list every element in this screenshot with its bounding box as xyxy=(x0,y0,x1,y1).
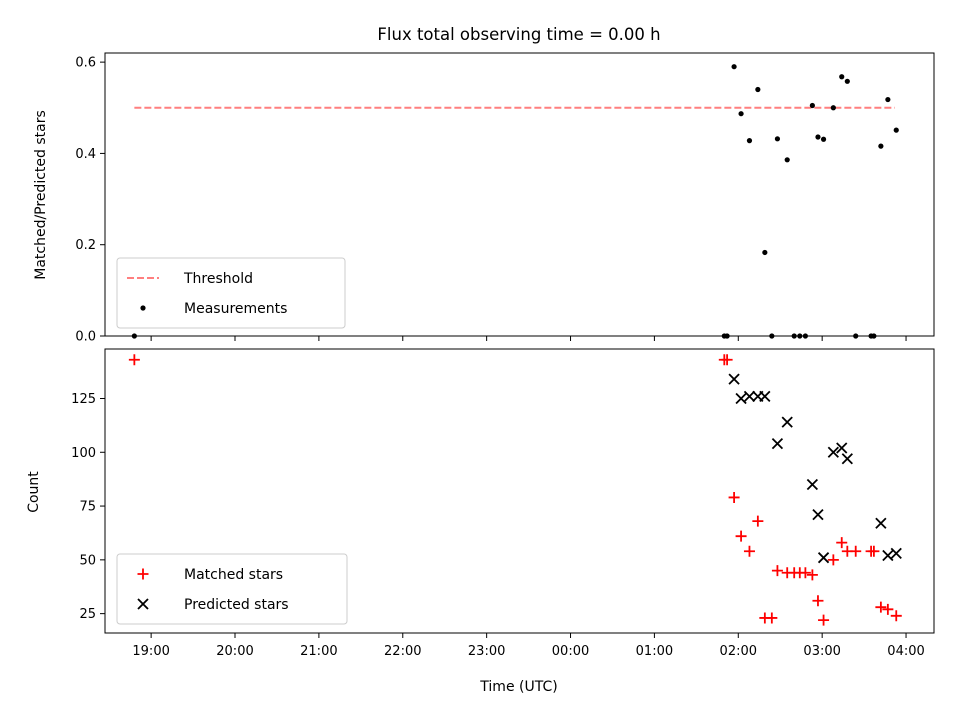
bottom-x-tick-label: 03:00 xyxy=(803,644,840,659)
matched-star-point xyxy=(812,595,824,607)
top-y-axis-label: Matched/Predicted stars xyxy=(33,110,49,280)
predicted-star-point xyxy=(735,392,747,405)
bottom-x-tick-label: 01:00 xyxy=(636,644,673,659)
predicted-star-point xyxy=(827,446,839,458)
matched-star-point xyxy=(735,530,747,542)
bottom-x-tick-label: 21:00 xyxy=(300,644,337,659)
bottom-y-tick-label: 25 xyxy=(79,607,96,622)
bottom-x-tick-label: 00:00 xyxy=(552,644,589,659)
matched-star-point xyxy=(890,610,902,622)
measurement-point xyxy=(830,105,836,111)
bottom-legend xyxy=(116,553,348,625)
matched-star-point xyxy=(128,354,140,366)
bottom-y-tick-label: 75 xyxy=(79,500,96,515)
bottom-plot-frame xyxy=(104,348,935,634)
measurement-point xyxy=(844,78,850,84)
legend-marker-cross xyxy=(137,598,149,610)
predicted-star-point xyxy=(806,478,819,491)
predicted-star-point xyxy=(781,416,793,428)
matched-star-point xyxy=(882,603,894,615)
top-y-tick-label: 0.4 xyxy=(75,147,96,162)
matched-star-point xyxy=(728,491,740,503)
predicted-star-point xyxy=(836,442,848,454)
bottom-y-axis-label: Count xyxy=(26,471,42,513)
bottom-x-tick-label: 19:00 xyxy=(132,644,169,659)
bottom-x-tick-label: 20:00 xyxy=(216,644,253,659)
matched-star-point xyxy=(799,567,811,579)
legend-label: Predicted stars xyxy=(184,597,289,613)
top-panel: 0.0 0.2 0.4 0.6 Threshold Measurements xyxy=(75,52,935,345)
predicted-star-point xyxy=(812,509,824,521)
measurement-point xyxy=(784,157,790,163)
measurement-point xyxy=(762,249,768,256)
matched-star-point xyxy=(721,354,733,366)
predicted-star-point xyxy=(841,453,853,465)
matched-star-point xyxy=(818,614,830,626)
measurement-point xyxy=(738,111,744,117)
legend-label: Measurements xyxy=(184,301,287,317)
measurement-point xyxy=(746,138,753,144)
bottom-x-tick-label: 23:00 xyxy=(468,644,505,659)
predicted-star-point xyxy=(728,373,740,385)
measurement-point xyxy=(774,136,781,142)
bottom-y-tick-label: 50 xyxy=(79,553,96,568)
matched-star-point xyxy=(771,565,783,577)
legend-label: Threshold xyxy=(183,271,253,287)
predicted-star-point xyxy=(743,390,756,402)
matched-star-point xyxy=(827,554,839,566)
matched-star-point xyxy=(752,515,764,527)
bottom-x-tick-label: 22:00 xyxy=(384,644,421,659)
matched-star-point xyxy=(875,601,887,613)
measurement-point xyxy=(731,64,737,70)
bottom-panel: 25 50 75 100 125 19:00 20:00 21:00 22:00 23:00 00:… xyxy=(71,348,935,659)
measurement-point xyxy=(885,96,891,103)
legend-marker-dot xyxy=(140,305,146,311)
bottom-x-tick-label: 02:00 xyxy=(720,644,757,659)
predicted-star-point xyxy=(817,552,830,564)
chart-title: Flux total observing time = 0.00 h xyxy=(377,25,660,44)
predicted-star-point xyxy=(875,517,887,529)
matched-star-point xyxy=(836,537,848,549)
measurement-point xyxy=(809,102,815,109)
predicted-star-point xyxy=(882,549,894,562)
measurement-point xyxy=(820,136,827,142)
top-y-tick-label: 0.2 xyxy=(75,238,96,253)
predicted-star-point xyxy=(771,438,784,450)
matched-star-point xyxy=(806,569,818,581)
matched-star-point xyxy=(743,545,755,557)
x-axis-label: Time (UTC) xyxy=(479,679,557,695)
top-plot-frame xyxy=(104,52,935,337)
predicted-star-point xyxy=(759,390,771,402)
legend-label: Matched stars xyxy=(184,567,283,583)
matched-star-point xyxy=(850,545,862,557)
top-legend xyxy=(116,257,346,329)
measurement-point xyxy=(755,86,761,93)
measurement-point xyxy=(878,143,884,149)
top-y-tick-label: 0.0 xyxy=(75,330,96,345)
measurement-point xyxy=(815,134,821,140)
measurement-point xyxy=(893,127,899,133)
bottom-x-tick-label: 04:00 xyxy=(887,644,924,659)
legend-marker-plus xyxy=(137,568,149,580)
measurement-point xyxy=(839,74,845,80)
top-y-tick-label: 0.6 xyxy=(75,56,96,71)
bottom-y-tick-label: 100 xyxy=(71,446,96,461)
predicted-star-point xyxy=(890,547,902,560)
matched-star-point xyxy=(868,545,880,557)
matched-star-point xyxy=(766,612,778,624)
bottom-y-tick-label: 125 xyxy=(71,392,96,407)
